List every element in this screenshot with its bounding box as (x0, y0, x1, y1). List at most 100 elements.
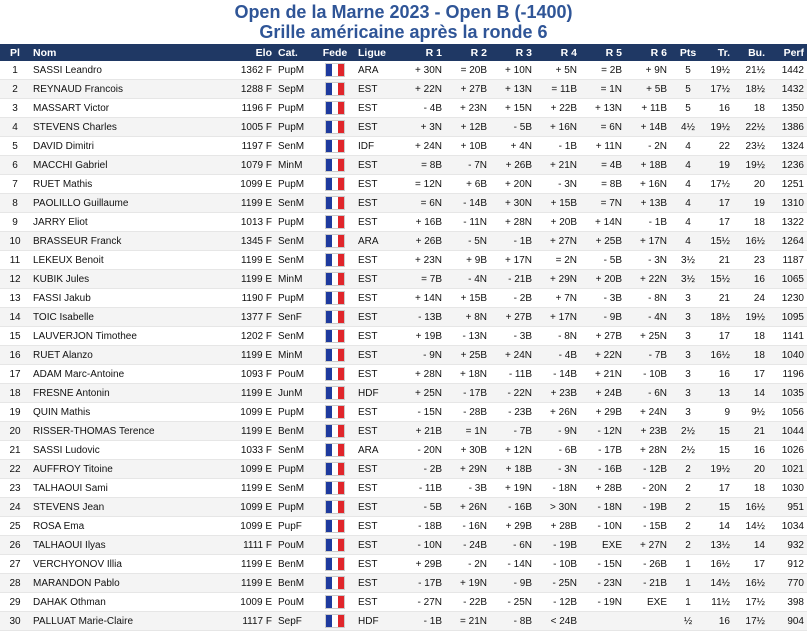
cell: 2½ (670, 421, 706, 441)
cell: - 19B (625, 497, 670, 517)
cell: - 17B (400, 573, 445, 593)
cell: 1190 F (225, 288, 275, 308)
cell: MARANDON Pablo (30, 573, 225, 593)
cell: 17 (706, 326, 733, 346)
cell: 17 (733, 554, 768, 574)
cell: = 20B (445, 61, 490, 80)
cell: - 11B (490, 364, 535, 384)
cell: BenM (275, 573, 315, 593)
cell: EST (355, 497, 400, 517)
cell: 14 (0, 307, 30, 327)
cell: - 8N (535, 326, 580, 346)
cell: LEKEUX Benoit (30, 250, 225, 270)
cell: EST (355, 250, 400, 270)
cell: 14½ (706, 573, 733, 593)
cell: 15½ (706, 231, 733, 251)
flag (325, 348, 345, 362)
cell: EST (355, 592, 400, 612)
cell: 1040 (768, 345, 807, 365)
cell: - 19N (580, 592, 625, 612)
cell: - 5B (400, 497, 445, 517)
cell: + 29B (490, 516, 535, 536)
cell: 20 (733, 174, 768, 194)
cell: EST (355, 117, 400, 137)
column-header: R 5 (580, 44, 625, 61)
cell: = 8B (580, 174, 625, 194)
cell: + 5N (535, 61, 580, 80)
cell: + 28N (625, 440, 670, 460)
cell: 16½ (733, 573, 768, 593)
cell: - 21B (625, 573, 670, 593)
cell: ARA (355, 61, 400, 80)
cell: 14 (733, 535, 768, 555)
cell: 19½ (706, 117, 733, 137)
cell: + 17N (625, 231, 670, 251)
cell: + 24N (490, 345, 535, 365)
cell: - 25N (535, 573, 580, 593)
cell: 1199 E (225, 269, 275, 289)
cell: + 28B (535, 516, 580, 536)
fede-cell (315, 611, 355, 631)
cell: 1288 F (225, 79, 275, 99)
cell: EST (355, 478, 400, 498)
cell: + 30B (445, 440, 490, 460)
cell: 1187 (768, 250, 807, 270)
cell: PALLUAT Marie-Claire (30, 611, 225, 631)
cell: 19½ (706, 61, 733, 80)
cell: 1099 E (225, 459, 275, 479)
cell: 3 (670, 345, 706, 365)
cell: + 20B (535, 212, 580, 232)
cell: 1013 F (225, 212, 275, 232)
cell: + 21B (400, 421, 445, 441)
fede-cell (315, 231, 355, 251)
flag (325, 291, 345, 305)
cell: 3 (670, 326, 706, 346)
cell: - 18B (400, 516, 445, 536)
cell: 25 (0, 516, 30, 536)
fede-cell (315, 307, 355, 327)
cell: 17½ (706, 174, 733, 194)
player-row: 25 ROSA Ema 1099 E PupF EST - 18B - 16N + 29B + … (0, 516, 807, 536)
player-row: 15 LAUVERJON Timothee 1202 F SenM EST + 19B - … (0, 326, 807, 346)
cell: 22½ (733, 117, 768, 137)
cell: + 12N (490, 440, 535, 460)
cell: RISSER-THOMAS Terence (30, 421, 225, 441)
flag (325, 462, 345, 476)
cell: 4 (0, 117, 30, 137)
cell (580, 611, 625, 631)
cell: - 10N (580, 516, 625, 536)
player-row: 11 LEKEUX Benoit 1199 E SenM EST + 23N + 9B + 1… (0, 250, 807, 270)
column-header: Bu. (733, 44, 768, 61)
cell: EST (355, 193, 400, 213)
player-row: 28 MARANDON Pablo 1199 E BenM EST - 17B + 19N -… (0, 573, 807, 593)
cell: - 7B (490, 421, 535, 441)
cell: SenM (275, 231, 315, 251)
cell: - 9B (490, 573, 535, 593)
cell: 1202 F (225, 326, 275, 346)
cell: 23 (0, 478, 30, 498)
cell: 1199 E (225, 421, 275, 441)
cell: ARA (355, 440, 400, 460)
flag (325, 500, 345, 514)
cell: KUBIK Jules (30, 269, 225, 289)
cell: 3 (670, 364, 706, 384)
cell: STEVENS Jean (30, 497, 225, 517)
cell: 2 (670, 535, 706, 555)
cell: + 27N (535, 231, 580, 251)
cell: + 16N (625, 174, 670, 194)
flag (325, 215, 345, 229)
cell: TOIC Isabelle (30, 307, 225, 327)
flag (325, 424, 345, 438)
cell: SenM (275, 136, 315, 156)
cell: 18½ (733, 79, 768, 99)
cell: 17 (0, 364, 30, 384)
cell: 22 (0, 459, 30, 479)
cell: EXE (580, 535, 625, 555)
cell: - 16B (580, 459, 625, 479)
fede-cell (315, 383, 355, 403)
cell: EST (355, 326, 400, 346)
cell: + 11B (625, 98, 670, 118)
flag (325, 386, 345, 400)
cell: 2 (670, 459, 706, 479)
cell: 1199 E (225, 383, 275, 403)
